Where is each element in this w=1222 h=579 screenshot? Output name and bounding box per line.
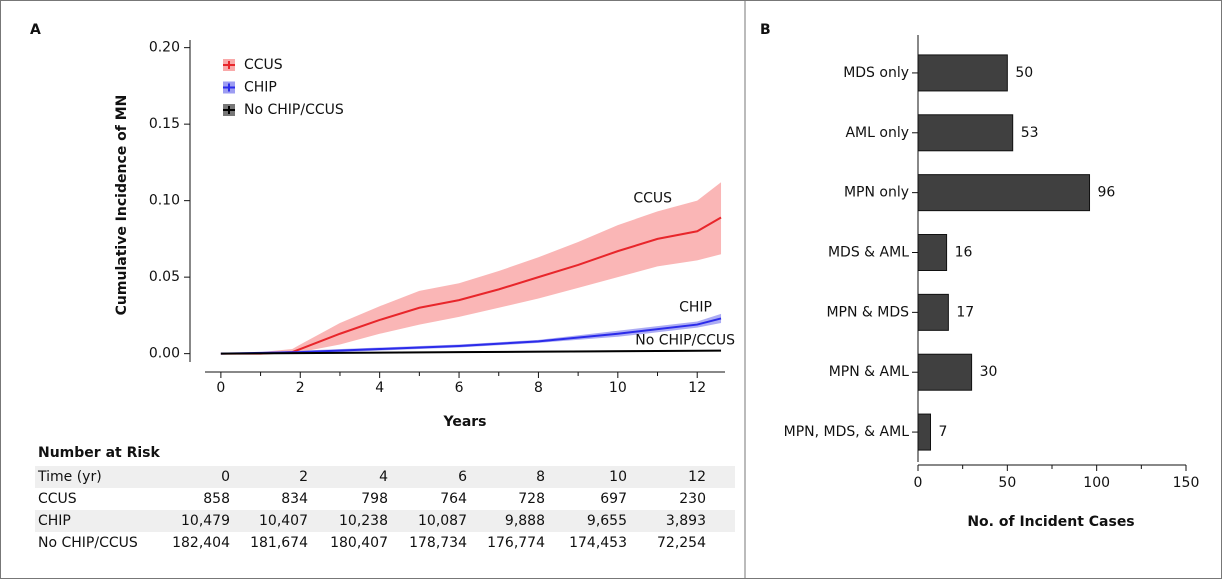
table-cell: 180,407: [330, 535, 388, 551]
table-row-label: No CHIP/CCUS: [38, 535, 138, 551]
table-cell: 10,238: [339, 513, 388, 529]
table-cell: 178,734: [409, 535, 467, 551]
x-tick-label: 0: [914, 475, 923, 491]
table-cell: 10,087: [418, 513, 467, 529]
y-tick-label: 0.10: [149, 193, 180, 209]
row-band: [35, 510, 735, 532]
table-cell: 6: [458, 469, 467, 485]
table-cell: 764: [440, 491, 467, 507]
x-tick-label: 50: [998, 475, 1016, 491]
legend-label: CCUS: [244, 57, 283, 73]
table-cell: 858: [203, 491, 230, 507]
ci-band: [220, 182, 722, 354]
curve-label: CHIP: [679, 299, 712, 315]
table-cell: 10,479: [181, 513, 230, 529]
series-line: [220, 349, 722, 355]
series-line: [220, 216, 722, 355]
bar: [917, 114, 1014, 152]
y-tick-label: MPN only: [844, 185, 909, 201]
table-cell: 4: [379, 469, 388, 485]
row-band: [35, 466, 735, 488]
y-tick-label: MDS & AML: [828, 245, 909, 261]
y-tick-label: MDS only: [843, 65, 909, 81]
table-cell: 176,774: [487, 535, 545, 551]
panel-label: B: [760, 22, 771, 38]
table-row-label: CCUS: [38, 491, 77, 507]
x-tick-label: 100: [1083, 475, 1110, 491]
table-cell: 3,893: [666, 513, 706, 529]
table-cell: 230: [679, 491, 706, 507]
y-tick-label: MPN & AML: [829, 364, 909, 380]
value-label: 96: [1098, 185, 1116, 201]
value-label: 17: [956, 304, 974, 320]
table-cell: 9,655: [587, 513, 627, 529]
value-label: 7: [939, 424, 948, 440]
bar: [917, 54, 1008, 92]
series-line: [220, 317, 722, 355]
value-label: 30: [980, 364, 998, 380]
table-cell: 798: [361, 491, 388, 507]
y-tick-label: MPN & MDS: [826, 304, 909, 320]
x-tick-label: 12: [688, 380, 706, 396]
x-tick-label: 4: [375, 380, 384, 396]
curve-label: No CHIP/CCUS: [635, 333, 735, 349]
bar: [917, 413, 932, 451]
table-cell: 182,404: [172, 535, 230, 551]
y-tick-label: 0.05: [149, 269, 180, 285]
table-cell: 10,407: [259, 513, 308, 529]
value-label: 50: [1015, 65, 1033, 81]
x-tick-label: 2: [296, 380, 305, 396]
legend-label: No CHIP/CCUS: [244, 102, 344, 118]
x-axis-label: Years: [442, 414, 486, 430]
bar: [917, 174, 1091, 212]
x-tick-label: 0: [216, 380, 225, 396]
y-tick-label: AML only: [845, 125, 909, 141]
table-cell: 181,674: [250, 535, 308, 551]
value-label: 16: [955, 245, 973, 261]
x-tick-label: 10: [609, 380, 627, 396]
bar: [917, 353, 973, 391]
y-tick-label: MPN, MDS, & AML: [784, 424, 910, 440]
table-cell: 8: [536, 469, 545, 485]
table-row-label: CHIP: [38, 513, 71, 529]
table-cell: 697: [600, 491, 627, 507]
table-cell: 728: [518, 491, 545, 507]
x-tick-label: 6: [455, 380, 464, 396]
value-label: 53: [1021, 125, 1039, 141]
table-cell: 2: [299, 469, 308, 485]
y-tick-label: 0.15: [149, 116, 180, 132]
x-axis-label: No. of Incident Cases: [967, 514, 1134, 530]
y-tick-label: 0.20: [149, 40, 180, 56]
y-tick-label: 0.00: [149, 346, 180, 362]
table-cell: 12: [688, 469, 706, 485]
bar: [917, 293, 949, 331]
table-cell: 72,254: [657, 535, 706, 551]
x-tick-label: 8: [534, 380, 543, 396]
table-cell: 10: [609, 469, 627, 485]
table-title: Number at Risk: [38, 445, 160, 461]
table-header: Time (yr): [37, 469, 102, 485]
table-cell: 0: [221, 469, 230, 485]
curve-label: CCUS: [633, 190, 672, 206]
y-axis-label: Cumulative Incidence of MN: [114, 95, 130, 316]
x-tick-label: 150: [1173, 475, 1200, 491]
legend-label: CHIP: [244, 80, 277, 96]
panel-label: A: [30, 22, 41, 38]
table-cell: 834: [281, 491, 308, 507]
table-cell: 174,453: [569, 535, 627, 551]
table-cell: 9,888: [505, 513, 545, 529]
bar: [917, 234, 948, 271]
